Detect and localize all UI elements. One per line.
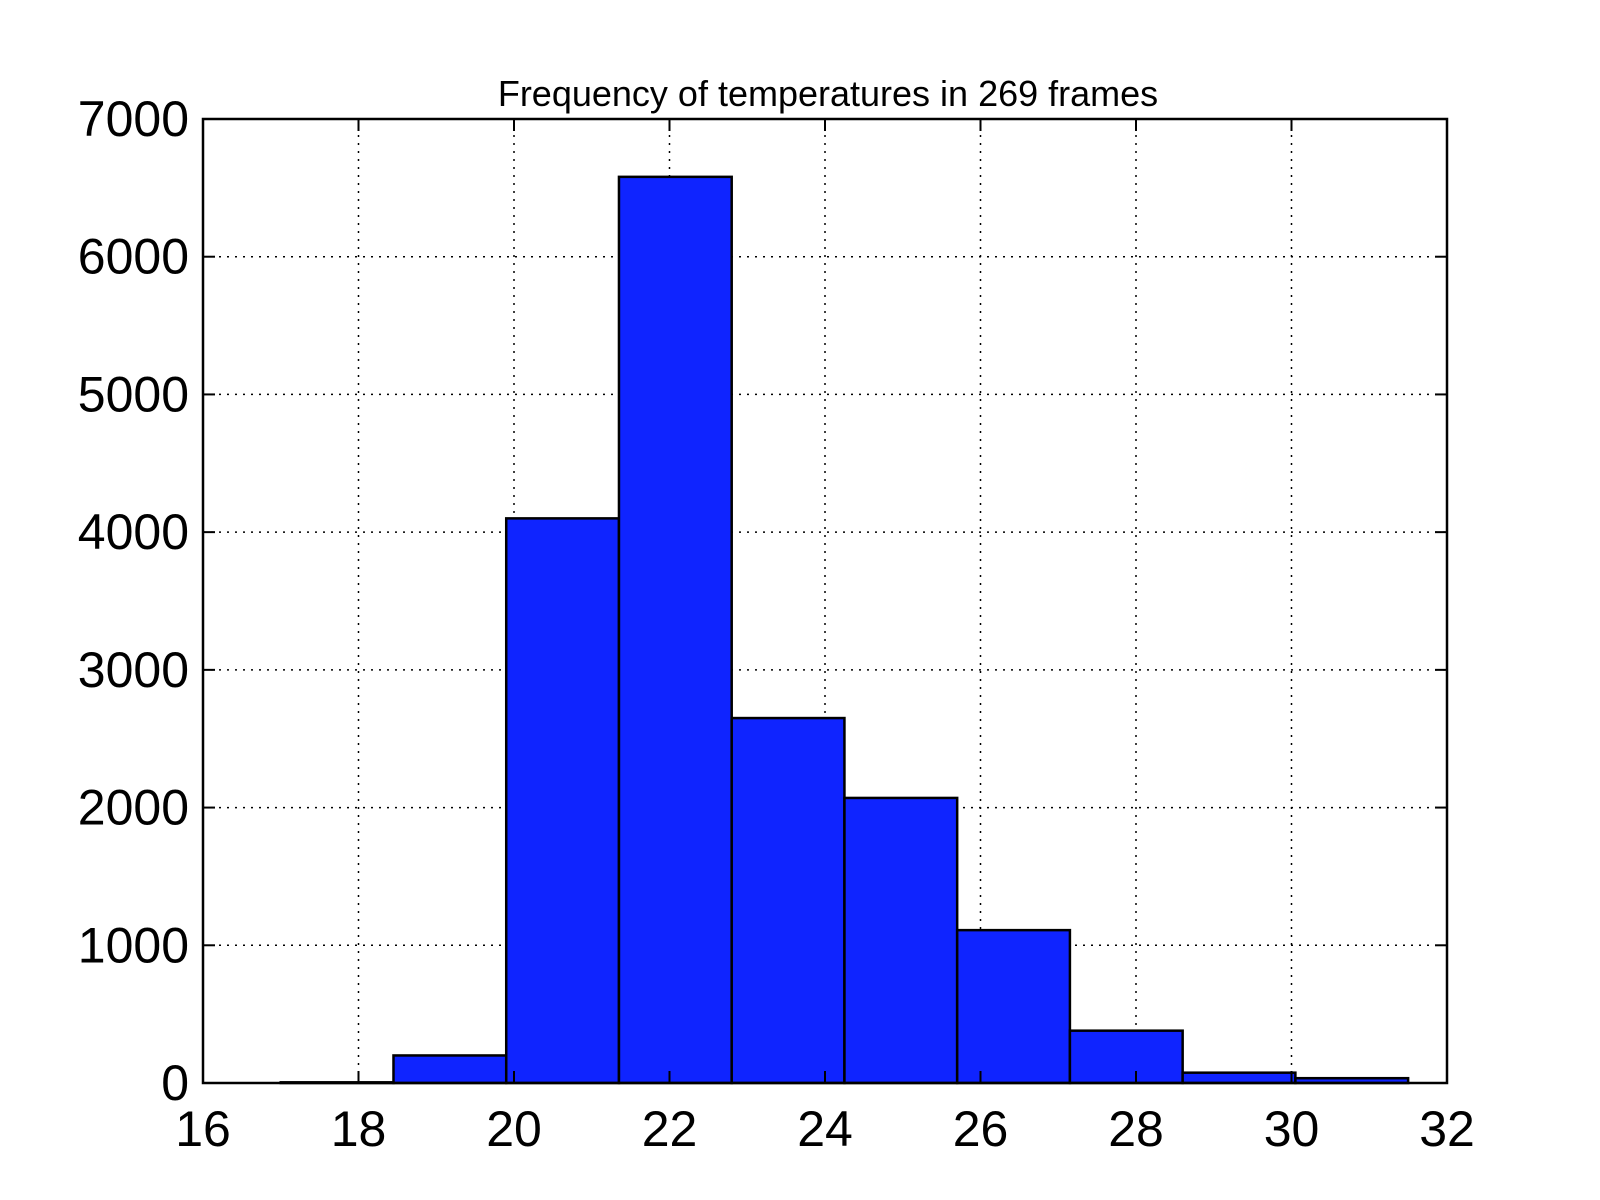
y-tick-label: 6000 (78, 229, 189, 285)
x-tick-label: 18 (331, 1101, 387, 1157)
histogram-bar (1181, 1071, 1297, 1085)
y-tick-label: 1000 (78, 917, 189, 973)
x-tick-label: 32 (1419, 1101, 1475, 1157)
x-tick-label: 26 (953, 1101, 1009, 1157)
y-tick-label: 5000 (78, 366, 189, 422)
histogram-bar (730, 716, 846, 1085)
y-axis-tick-labels: 0 1000 2000 3000 4000 5000 6000 7000 (78, 91, 189, 1111)
y-tick-label: 4000 (78, 504, 189, 560)
x-axis-tick-labels: 16 18 20 22 24 26 28 30 32 (175, 1101, 1475, 1157)
histogram-bar (955, 928, 1072, 1085)
histogram-bar (392, 1054, 508, 1085)
x-tick-label: 20 (486, 1101, 542, 1157)
y-tick-label: 0 (161, 1055, 189, 1111)
x-tick-label: 16 (175, 1101, 231, 1157)
axis-tick-marks (202, 118, 1448, 1084)
x-tick-label: 22 (642, 1101, 698, 1157)
histogram-bar (1068, 1029, 1184, 1085)
chart-title: Frequency of temperatures in 269 frames (498, 73, 1158, 114)
histogram-bar (617, 175, 733, 1085)
histogram-bars (279, 175, 1410, 1085)
y-tick-label: 2000 (78, 780, 189, 836)
x-tick-label: 30 (1264, 1101, 1320, 1157)
histogram-bar (843, 796, 959, 1085)
y-tick-label: 3000 (78, 642, 189, 698)
y-tick-label: 7000 (78, 91, 189, 147)
histogram-bar (504, 517, 621, 1085)
x-tick-label: 28 (1108, 1101, 1164, 1157)
x-tick-label: 24 (797, 1101, 853, 1157)
